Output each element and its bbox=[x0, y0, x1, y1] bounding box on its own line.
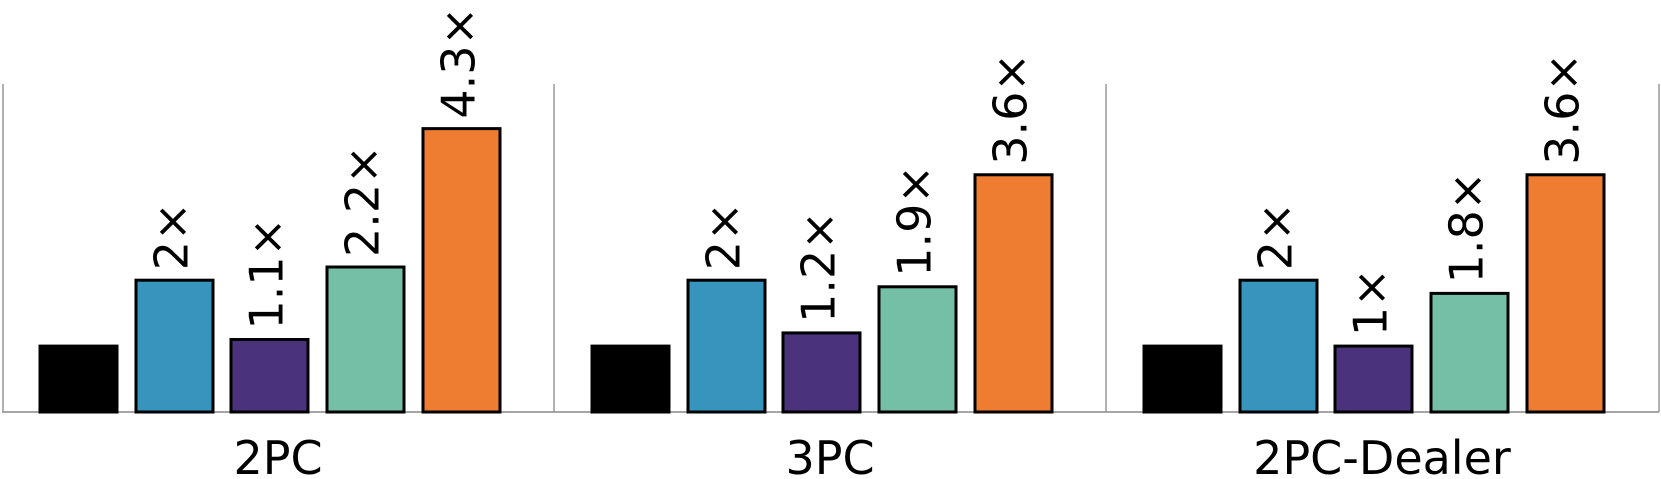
data-label-2pc-3: 2.2× bbox=[336, 145, 390, 257]
chart-labels: 2× 1.1× 2.2× 4.3× 2PC 2× 1.2× 1.9× 3.6× 3PC 2× 1× 1.… bbox=[145, 7, 1590, 479]
data-label-2pc-dealer-3: 1.8× bbox=[1440, 172, 1494, 284]
bar-2pc-dealer-3 bbox=[1429, 291, 1510, 414]
data-label-2pc-1: 2× bbox=[145, 202, 199, 270]
data-label-3pc-3: 1.9× bbox=[888, 165, 942, 277]
bar-2pc-3 bbox=[325, 265, 406, 414]
data-label-2pc-4: 4.3× bbox=[432, 7, 486, 119]
data-label-2pc-dealer-4: 3.6× bbox=[1536, 53, 1590, 165]
bar-2pc-dealer-0 bbox=[1142, 344, 1223, 414]
bar-2pc-dealer-1 bbox=[1238, 278, 1319, 414]
bar-3pc-3 bbox=[877, 285, 958, 414]
group-label-2pc: 2PC bbox=[233, 431, 322, 479]
data-label-2pc-2: 1.1× bbox=[240, 218, 294, 330]
bar-2pc-1 bbox=[134, 278, 215, 414]
bar-2pc-0 bbox=[38, 344, 119, 414]
data-label-3pc-2: 1.2× bbox=[792, 211, 846, 323]
bar-3pc-2 bbox=[781, 331, 862, 414]
chart-bars bbox=[38, 127, 1606, 414]
data-label-3pc-1: 2× bbox=[697, 202, 751, 270]
data-label-3pc-4: 3.6× bbox=[984, 53, 1038, 165]
bar-3pc-0 bbox=[590, 344, 671, 414]
bar-2pc-dealer-4 bbox=[1525, 173, 1606, 414]
bar-2pc-dealer-2 bbox=[1333, 344, 1414, 414]
group-label-2pc-dealer: 2PC-Dealer bbox=[1253, 431, 1511, 479]
bar-2pc-2 bbox=[229, 338, 310, 414]
data-label-2pc-dealer-2: 1× bbox=[1344, 268, 1398, 336]
data-label-2pc-dealer-1: 2× bbox=[1249, 202, 1303, 270]
group-label-3pc: 3PC bbox=[785, 431, 874, 479]
bar-3pc-4 bbox=[973, 173, 1054, 414]
bar-2pc-4 bbox=[421, 127, 502, 414]
bar-3pc-1 bbox=[686, 278, 767, 414]
